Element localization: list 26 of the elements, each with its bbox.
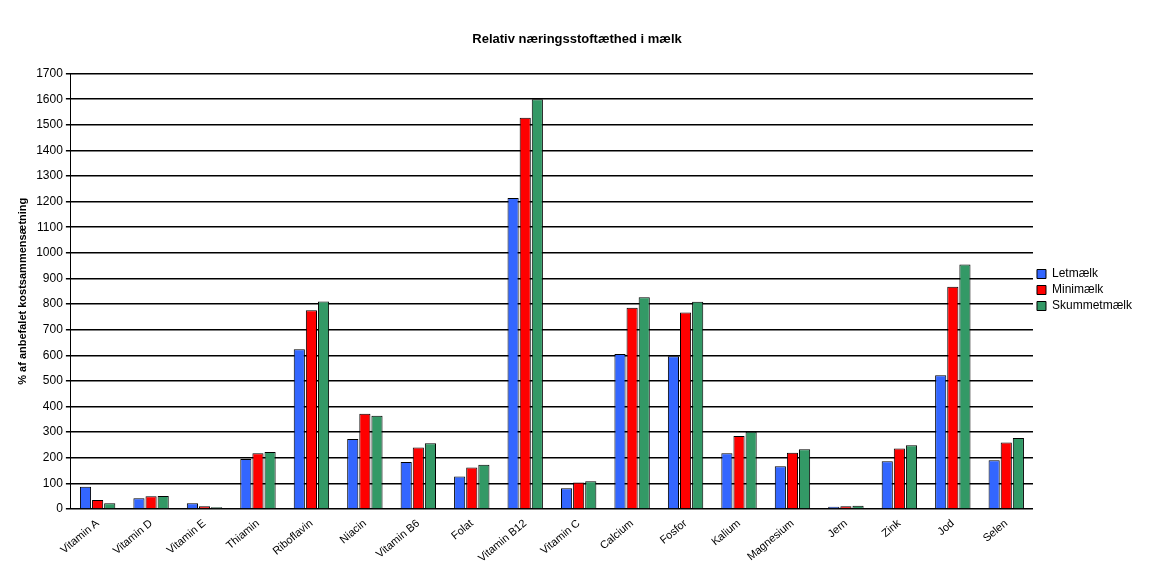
y-tick-label: 1100 [37, 219, 64, 234]
y-tick-label: 200 [42, 450, 64, 464]
y-tick-label: 800 [42, 296, 64, 311]
legend-label: Minimælk [1051, 282, 1105, 297]
y-tick-label: 900 [42, 270, 64, 285]
legend-label: Letmælk [1051, 266, 1099, 281]
y-axis-title: % af anbefalet kostsammensætning [15, 197, 28, 385]
y-tick-label: 100 [42, 475, 64, 490]
y-tick-label: 300 [42, 424, 64, 439]
x-tick-label: Jod [934, 516, 957, 538]
y-tick-label: 600 [42, 347, 64, 362]
chart-title: Relativ næringsstoftæthed i mælk [472, 31, 683, 47]
y-tick-label: 1500 [36, 117, 64, 132]
y-tick-label: 700 [42, 321, 64, 336]
y-tick-label: 500 [42, 373, 64, 388]
y-tick-label: 400 [42, 398, 64, 413]
y-tick-label: 1200 [36, 193, 64, 208]
y-tick-label: 1400 [36, 142, 64, 157]
y-tick-label: 1000 [36, 245, 64, 260]
x-tick-label: Jern [825, 516, 850, 540]
legend-label: Skummetmælk [1051, 298, 1133, 313]
y-tick-label: 1700 [36, 65, 64, 80]
y-tick-label: 1300 [36, 168, 64, 183]
x-tick-label: Zink [878, 516, 903, 540]
y-tick-label: 1600 [36, 91, 64, 106]
y-tick-label: 0 [56, 501, 64, 516]
